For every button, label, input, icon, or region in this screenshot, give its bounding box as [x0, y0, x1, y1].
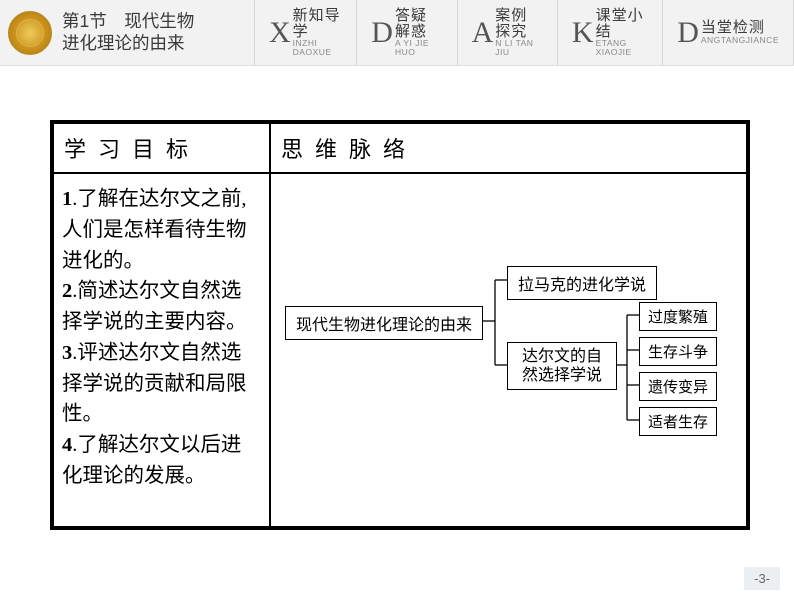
main-table: 学习目标 思维脉络 1.了解在达尔文之前,人们是怎样看待生物进化的。 2.简述达… [50, 120, 750, 530]
tab-letter: X [269, 18, 291, 48]
logo-icon [8, 11, 52, 55]
tab-dangtang[interactable]: D 当堂检测 ANGTANGJIANCE [663, 0, 794, 66]
tab-cn: 课堂小结 [596, 8, 649, 40]
section-title: 第1节 现代生物 进化理论的由来 [62, 11, 194, 55]
objective-item: 1.了解在达尔文之前,人们是怎样看待生物进化的。 [62, 184, 261, 276]
node-root: 现代生物进化理论的由来 [285, 306, 483, 340]
objective-item: 4.了解达尔文以后进化理论的发展。 [62, 430, 261, 492]
node-leaf-4: 适者生存 [639, 407, 717, 436]
node-leaf-2: 生存斗争 [639, 337, 717, 366]
section-title-line1: 第1节 现代生物 [62, 11, 194, 33]
tab-en: N LI TAN JIU [495, 39, 543, 57]
tab-letter: A [472, 18, 494, 48]
objective-item: 2.简述达尔文自然选择学说的主要内容。 [62, 276, 261, 338]
tab-en: A YI JIE HUO [395, 39, 443, 57]
node-leaf-1: 过度繁殖 [639, 302, 717, 331]
mindmap-diagram: 现代生物进化理论的由来 拉马克的进化学说 达尔文的自 然选择学说 过度繁殖 生存… [279, 180, 738, 520]
diagram-cell: 现代生物进化理论的由来 拉马克的进化学说 达尔文的自 然选择学说 过度繁殖 生存… [270, 173, 748, 528]
tab-cn: 当堂检测 [701, 20, 779, 36]
node-leaf-3: 遗传变异 [639, 372, 717, 401]
page-number: -3- [744, 567, 780, 590]
tab-letter: D [371, 18, 393, 48]
col2-header: 思维脉络 [270, 122, 748, 173]
objective-item: 3.评述达尔文自然选择学说的贡献和局限性。 [62, 338, 261, 430]
tab-ketang[interactable]: K 课堂小结 ETANG XIAOJIE [558, 0, 663, 66]
tab-en: ANGTANGJIANCE [701, 36, 779, 45]
section-title-line2: 进化理论的由来 [62, 33, 194, 55]
tab-letter: D [677, 18, 699, 48]
tab-en: ETANG XIAOJIE [596, 39, 649, 57]
logo-area: 第1节 现代生物 进化理论的由来 [0, 0, 255, 66]
tab-en: INZHI DAOXUE [293, 39, 343, 57]
tab-dayi[interactable]: D 答疑解惑 A YI JIE HUO [357, 0, 457, 66]
top-bar: 第1节 现代生物 进化理论的由来 X 新知导学 INZHI DAOXUE D 答… [0, 0, 794, 66]
col1-header: 学习目标 [52, 122, 270, 173]
tab-cn: 案例探究 [495, 8, 543, 40]
tab-anli[interactable]: A 案例探究 N LI TAN JIU [458, 0, 558, 66]
objectives-cell: 1.了解在达尔文之前,人们是怎样看待生物进化的。 2.简述达尔文自然选择学说的主… [52, 173, 270, 528]
node-darwin: 达尔文的自 然选择学说 [507, 342, 617, 390]
tab-xinzhi[interactable]: X 新知导学 INZHI DAOXUE [255, 0, 357, 66]
node-lamarck: 拉马克的进化学说 [507, 266, 657, 300]
tab-letter: K [572, 18, 594, 48]
tab-cn: 答疑解惑 [395, 8, 443, 40]
objectives-list: 1.了解在达尔文之前,人们是怎样看待生物进化的。 2.简述达尔文自然选择学说的主… [62, 180, 261, 496]
tab-cn: 新知导学 [293, 8, 343, 40]
